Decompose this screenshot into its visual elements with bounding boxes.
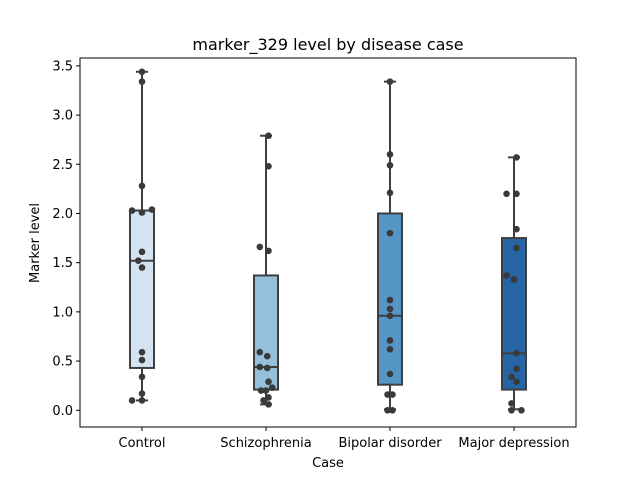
data-point: [148, 206, 156, 213]
data-point: [260, 397, 267, 404]
data-point: [265, 247, 272, 255]
data-point: [128, 397, 136, 404]
data-point: [513, 154, 520, 161]
data-point: [263, 352, 271, 360]
data-point: [518, 406, 525, 414]
x-tick-label: Major depression: [458, 436, 569, 451]
y-tick-label: 3.0: [52, 109, 73, 124]
y-tick-label: 1.5: [52, 256, 73, 271]
data-point: [508, 406, 515, 414]
data-point: [128, 207, 136, 214]
data-point: [386, 78, 394, 85]
data-point: [138, 182, 146, 190]
data-point: [138, 209, 146, 216]
data-point: [138, 78, 146, 85]
box-major-depression: [501, 237, 527, 391]
y-tick-label: 2.0: [52, 207, 73, 222]
data-point: [386, 151, 394, 158]
data-point: [513, 225, 520, 233]
data-point: [138, 68, 146, 76]
data-point: [386, 296, 394, 304]
data-point: [513, 365, 520, 373]
axes-frame: [79, 57, 577, 428]
data-point: [138, 397, 146, 404]
data-point: [138, 248, 146, 256]
data-point: [138, 373, 146, 381]
chart-title: marker_329 level by disease case: [192, 35, 463, 55]
x-axis-label: Case: [312, 456, 344, 471]
x-tick-label: Control: [119, 436, 166, 451]
data-point: [503, 272, 510, 279]
data-point: [386, 337, 394, 344]
data-point: [256, 363, 264, 371]
data-point: [513, 190, 520, 198]
data-point: [256, 348, 264, 356]
data-point: [386, 189, 394, 197]
y-tick-label: 1.0: [52, 305, 73, 320]
data-point: [384, 391, 391, 398]
data-point: [265, 378, 272, 386]
y-tick-label: 2.5: [52, 158, 73, 173]
data-point: [384, 406, 391, 414]
data-point: [503, 190, 510, 198]
data-point: [389, 391, 396, 398]
y-tick-label: 3.5: [52, 59, 73, 74]
data-point: [138, 356, 146, 364]
data-point: [513, 378, 520, 386]
box-schizophrenia: [253, 274, 279, 391]
data-point: [138, 348, 146, 356]
y-tick-label: 0.0: [52, 404, 73, 419]
y-axis-label: Marker level: [28, 203, 43, 283]
data-point: [510, 276, 518, 283]
data-point: [386, 161, 394, 169]
data-point: [263, 364, 271, 372]
plot-area: 0.0 0.5 1.0 1.5 2.0 2.5 3.0 3.5 Control Schizophr…: [52, 57, 577, 451]
data-point: [257, 387, 265, 394]
data-point: [386, 305, 394, 313]
data-point: [508, 400, 515, 407]
data-point: [265, 401, 272, 408]
data-point: [268, 384, 276, 391]
data-point: [386, 312, 394, 320]
data-point: [265, 162, 272, 170]
data-point: [389, 406, 396, 414]
box-control: [129, 209, 155, 369]
data-point: [138, 390, 146, 397]
data-point: [508, 373, 515, 381]
data-point: [265, 132, 272, 140]
data-point: [262, 387, 270, 394]
x-tick-label: Bipolar disorder: [338, 436, 442, 451]
data-point: [386, 345, 394, 353]
y-tick-label: 0.5: [52, 355, 73, 370]
data-point: [265, 394, 272, 401]
data-point: [513, 349, 520, 357]
data-point: [386, 370, 394, 378]
x-tick-label: Schizophrenia: [220, 436, 311, 451]
data-point: [256, 243, 264, 251]
data-point: [134, 257, 142, 265]
data-point: [513, 244, 520, 252]
data-point: [386, 229, 394, 237]
data-point: [138, 264, 146, 271]
